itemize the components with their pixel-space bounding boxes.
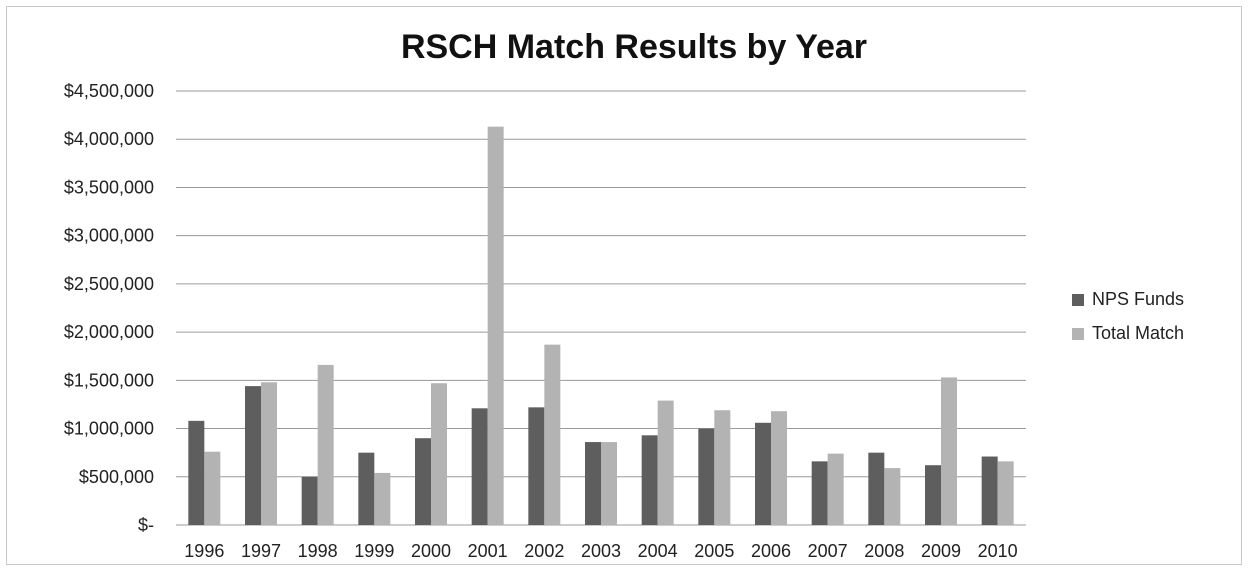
bar-nps-funds-2005 bbox=[698, 428, 715, 525]
bar-nps-funds-2008 bbox=[868, 452, 885, 525]
bar-total-match-2004 bbox=[657, 400, 674, 525]
bar-total-match-1999 bbox=[374, 472, 391, 525]
y-tick-label: $4,500,000 bbox=[64, 81, 154, 101]
x-tick-label: 2008 bbox=[864, 541, 904, 561]
bar-nps-funds-2002 bbox=[528, 407, 545, 525]
x-axis-ticks: 1996 1997 1998 1999 2000 2001 2002 2003 2004 2005… bbox=[184, 541, 1017, 561]
bar-total-match-1996 bbox=[204, 451, 221, 525]
bar-total-match-2007 bbox=[827, 453, 844, 525]
x-tick-label: 2009 bbox=[921, 541, 961, 561]
bar-nps-funds-2001 bbox=[471, 408, 488, 525]
bar-total-match-2002 bbox=[544, 344, 561, 525]
legend-label: Total Match bbox=[1092, 323, 1184, 343]
bar-total-match-1998 bbox=[317, 364, 334, 525]
y-tick-label: $1,000,000 bbox=[64, 419, 154, 439]
y-tick-label: $2,000,000 bbox=[64, 322, 154, 342]
bar-total-match-2003 bbox=[601, 442, 617, 525]
y-tick-label: $500,000 bbox=[79, 467, 154, 487]
bar-nps-funds-2010 bbox=[981, 456, 998, 525]
bars bbox=[188, 126, 1014, 525]
bar-nps-funds-1998 bbox=[301, 476, 318, 525]
x-tick-label: 2005 bbox=[694, 541, 734, 561]
bar-nps-funds-2004 bbox=[641, 435, 658, 525]
bar-nps-funds-2003 bbox=[585, 442, 601, 525]
bar-nps-funds-1997 bbox=[245, 386, 261, 525]
y-tick-label: $3,500,000 bbox=[64, 177, 154, 197]
legend-swatch bbox=[1072, 294, 1084, 306]
x-tick-label: 1999 bbox=[354, 541, 394, 561]
chart-title: RSCH Match Results by Year bbox=[401, 28, 867, 66]
bar-nps-funds-2007 bbox=[811, 461, 828, 525]
bar-nps-funds-1999 bbox=[358, 452, 375, 525]
bar-total-match-2009 bbox=[941, 377, 957, 525]
bar-nps-funds-1996 bbox=[188, 420, 205, 525]
x-tick-label: 2010 bbox=[978, 541, 1018, 561]
legend-swatch bbox=[1072, 328, 1084, 340]
y-axis-ticks: $- $500,000 $1,000,000 $1,500,000 $2,000,000… bbox=[64, 81, 154, 535]
y-tick-label: $2,500,000 bbox=[64, 274, 154, 294]
y-tick-label: $1,500,000 bbox=[64, 370, 154, 390]
x-tick-label: 2007 bbox=[808, 541, 848, 561]
bar-total-match-2005 bbox=[714, 410, 731, 525]
x-tick-label: 2003 bbox=[581, 541, 621, 561]
y-tick-label: $- bbox=[138, 515, 154, 535]
legend: NPS Funds Total Match bbox=[1072, 289, 1184, 343]
bar-total-match-2010 bbox=[997, 461, 1014, 525]
bar-total-match-1997 bbox=[261, 382, 277, 525]
x-tick-label: 1997 bbox=[241, 541, 281, 561]
x-tick-label: 2006 bbox=[751, 541, 791, 561]
bar-total-match-2001 bbox=[487, 126, 504, 525]
x-tick-label: 1996 bbox=[184, 541, 224, 561]
y-tick-label: $4,000,000 bbox=[64, 129, 154, 149]
bar-nps-funds-2006 bbox=[755, 422, 771, 525]
bar-nps-funds-2009 bbox=[925, 465, 941, 525]
bar-total-match-2000 bbox=[431, 383, 447, 525]
legend-label: NPS Funds bbox=[1092, 289, 1184, 309]
bar-total-match-2008 bbox=[884, 468, 901, 525]
y-tick-label: $3,000,000 bbox=[64, 226, 154, 246]
x-tick-label: 2001 bbox=[468, 541, 508, 561]
bar-nps-funds-2000 bbox=[415, 438, 431, 525]
x-tick-label: 2002 bbox=[524, 541, 564, 561]
x-tick-label: 2004 bbox=[638, 541, 678, 561]
x-tick-label: 1998 bbox=[298, 541, 338, 561]
bar-total-match-2006 bbox=[771, 411, 787, 525]
x-tick-label: 2000 bbox=[411, 541, 451, 561]
